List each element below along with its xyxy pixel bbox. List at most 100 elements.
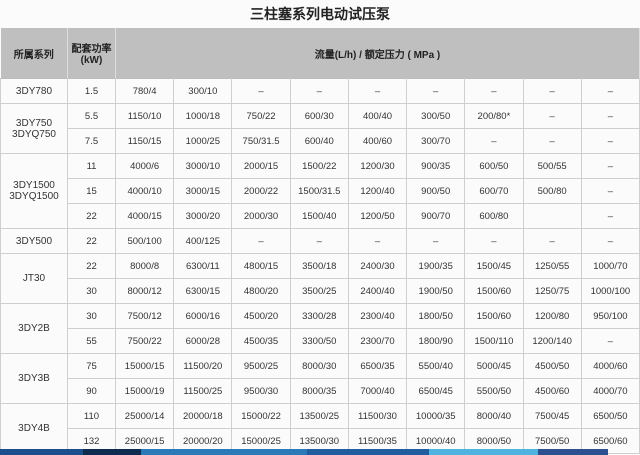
flow-pressure-cell: –: [522, 103, 582, 129]
flow-pressure-cell: 4800/20: [231, 278, 291, 304]
flow-pressure-cell: –: [522, 228, 582, 254]
flow-pressure-cell: 4500/20: [231, 303, 291, 329]
flow-pressure-cell: 25000/14: [114, 403, 175, 429]
flow-pressure-cell: [522, 203, 582, 229]
series-cell: 3DY500: [0, 228, 68, 254]
header-power: 配套功率 (kW): [67, 28, 116, 79]
flow-pressure-cell: –: [522, 128, 582, 154]
power-cell: 30: [67, 278, 116, 304]
flow-pressure-cell: 11500/30: [347, 403, 408, 429]
flow-pressure-cell: 600/30: [289, 103, 349, 129]
flow-pressure-cell: 1000/18: [173, 103, 233, 129]
flow-pressure-cell: 900/50: [406, 178, 466, 204]
flow-pressure-cell: 1500/60: [464, 278, 524, 304]
table-row: 3DY2B 30 7500/12 6000/16 4500/20 3300/28 2300/…: [0, 303, 640, 354]
flow-pressure-cell: 2400/40: [347, 278, 408, 304]
flow-pressure-cell: 500/100: [114, 228, 175, 254]
table-row: 3DY780 1.5 780/4 300/10– – – – – – –: [0, 78, 640, 104]
flow-pressure-cell: –: [464, 78, 524, 104]
flow-pressure-cell: 400/60: [347, 128, 408, 154]
header-series: 所属系列: [0, 28, 68, 79]
flow-pressure-cell: 300/10: [173, 78, 233, 104]
series-name: 3DYQ1500: [9, 191, 59, 202]
flow-pressure-cell: 5000/45: [464, 353, 524, 379]
flow-pressure-cell: 4500/35: [231, 328, 291, 354]
flow-pressure-cell: 1800/90: [406, 328, 466, 354]
power-cell: 90: [67, 378, 116, 404]
table-row: 3DY500 22 500/100 400/125– – – – – – –: [0, 228, 640, 254]
flow-pressure-cell: –: [347, 228, 408, 254]
table-row: 22 4000/15 3000/20 2000/30 1500/40 1200/50 900…: [1, 203, 640, 229]
flow-pressure-cell: 10000/35: [406, 403, 466, 429]
flow-pressure-cell: 6500/60: [580, 428, 640, 454]
flow-pressure-cell: 400/125: [173, 228, 233, 254]
flow-pressure-cell: 6000/28: [173, 328, 233, 354]
flow-pressure-cell: 9500/30: [231, 378, 291, 404]
series-name: 3DY2B: [18, 323, 50, 334]
flow-pressure-cell: 4000/15: [114, 203, 175, 229]
power-cell: 5.5: [67, 103, 116, 129]
flow-pressure-cell: 5500/50: [464, 378, 524, 404]
flow-pressure-cell: 11500/25: [173, 378, 233, 404]
flow-pressure-cell: 6300/15: [173, 278, 233, 304]
series-cell: 3DY780: [0, 78, 68, 104]
flow-pressure-cell: 4000/70: [580, 378, 640, 404]
header-power-label: 配套功率: [71, 44, 112, 55]
header-power-unit: (kW): [80, 55, 103, 66]
table-row: JT30 22 8000/8 6300/11 4800/15 3500/18 2400/30…: [0, 253, 640, 304]
flow-pressure-cell: 900/70: [406, 203, 466, 229]
flow-pressure-cell: 1200/50: [347, 203, 408, 229]
flow-pressure-cell: –: [580, 78, 640, 104]
flow-pressure-cell: 7500/45: [522, 403, 582, 429]
flow-pressure-cell: 3300/28: [289, 303, 349, 329]
flow-pressure-cell: 2300/70: [347, 328, 408, 354]
flow-pressure-cell: 6500/45: [406, 378, 466, 404]
power-cell: 11: [67, 153, 116, 179]
flow-pressure-cell: 1200/140: [522, 328, 582, 354]
color-bar-segment: [428, 449, 538, 455]
flow-pressure-cell: 1500/60: [464, 303, 524, 329]
flow-pressure-cell: 3000/20: [173, 203, 233, 229]
flow-pressure-cell: 7000/40: [347, 378, 408, 404]
flow-pressure-cell: 600/80: [464, 203, 524, 229]
pump-spec-table: 所属系列 配套功率 (kW) 流量(L/h) / 额定压力 ( MPa ) 3DY…: [0, 28, 640, 454]
flow-pressure-cell: 1500/31.5: [289, 178, 349, 204]
decorative-color-bar: [0, 449, 640, 455]
power-cell: 22: [67, 253, 116, 279]
flow-pressure-cell: –: [522, 78, 582, 104]
flow-pressure-cell: –: [406, 78, 466, 104]
table-row: 30 8000/12 6300/15 4800/20 3500/25 2400/40 190…: [1, 278, 640, 304]
series-name: JT30: [22, 273, 46, 284]
power-cell: 75: [67, 353, 116, 379]
flow-pressure-cell: 1500/45: [464, 253, 524, 279]
flow-pressure-cell: –: [289, 228, 349, 254]
flow-pressure-cell: 1250/55: [522, 253, 582, 279]
flow-pressure-cell: 1200/40: [347, 178, 408, 204]
flow-pressure-cell: 9500/25: [231, 353, 291, 379]
flow-pressure-cell: 4500/50: [522, 353, 582, 379]
flow-pressure-cell: 4500/60: [522, 378, 582, 404]
flow-pressure-cell: 1200/80: [522, 303, 582, 329]
flow-pressure-cell: –: [580, 228, 640, 254]
series-name: 3DY500: [15, 235, 53, 247]
flow-pressure-cell: 1000/70: [580, 253, 640, 279]
flow-pressure-cell: 300/50: [406, 103, 466, 129]
flow-pressure-cell: 2000/22: [231, 178, 291, 204]
flow-pressure-cell: 600/70: [464, 178, 524, 204]
flow-pressure-cell: 6300/11: [173, 253, 233, 279]
flow-pressure-cell: 2300/40: [347, 303, 408, 329]
table-row: 3DY3B 75 15000/15 11500/20 9500/25 8000/30 650…: [0, 353, 640, 404]
series-cell: 3DY1500 3DYQ1500: [0, 153, 68, 229]
power-cell: 110: [67, 403, 116, 429]
flow-pressure-cell: 1900/50: [406, 278, 466, 304]
series-cell: 3DY2B: [0, 303, 68, 354]
flow-pressure-cell: 7500/22: [114, 328, 175, 354]
color-bar-segment: [83, 449, 141, 455]
series-name: 3DY4B: [18, 423, 50, 434]
flow-pressure-cell: 1000/100: [580, 278, 640, 304]
table-row: 55 7500/22 6000/28 4500/35 3300/50 2300/70 180…: [1, 328, 640, 354]
flow-pressure-cell: 1000/25: [173, 128, 233, 154]
flow-pressure-cell: 8000/35: [289, 378, 349, 404]
flow-pressure-cell: 500/55: [522, 153, 582, 179]
table-row: 3DY1500 3DYQ1500 11 4000/6 3000/10 2000/15 150…: [0, 153, 640, 229]
